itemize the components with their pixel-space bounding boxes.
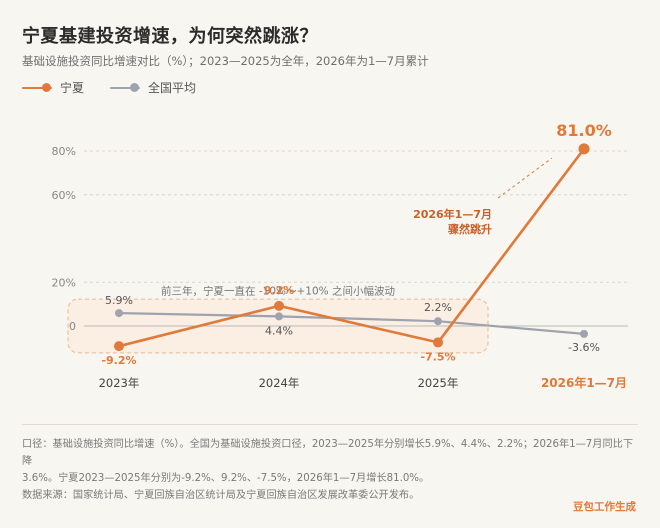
- legend-item-national: 全国平均: [110, 79, 196, 96]
- footnote-line-2: 3.6%。宁夏2023—2025年分别为-9.2%、9.2%、-7.5%，202…: [22, 473, 430, 484]
- point-ningxia: [578, 143, 590, 155]
- footnote: 口径：基础设施投资同比增速（%）。全国为基础设施投资口径，2023—2025年分…: [22, 436, 642, 504]
- point-national: [275, 312, 283, 321]
- data-label-national: -3.6%: [568, 341, 600, 354]
- x-tick-label: 2026年1—7月: [541, 375, 627, 390]
- line-chart: 0 20% 60% 80% 前三年，宁夏一直在 -10%～+10% 之间小幅波动 2023…: [52, 121, 628, 390]
- series-line-ningxia: [118, 148, 586, 348]
- x-tick-label: 2024年: [259, 376, 300, 390]
- y-tick-label: 80%: [52, 145, 76, 158]
- brand-label: 豆包工作生成: [573, 501, 636, 513]
- band-annotation: 前三年，宁夏一直在 -10%～+10% 之间小幅波动: [161, 284, 395, 297]
- series-line-national: [118, 311, 585, 335]
- callout-line-1: 2026年1—7月: [413, 207, 492, 221]
- x-tick-label: 2025年: [418, 376, 459, 390]
- callout-line-2: 骤然跳升: [448, 222, 492, 236]
- point-ningxia: [114, 341, 124, 352]
- legend-swatch-ningxia: [22, 82, 52, 93]
- data-label-ningxia: -7.5%: [420, 350, 455, 363]
- point-ningxia: [274, 300, 284, 311]
- footnote-source: 数据来源：国家统计局、宁夏回族自治区统计局及宁夏回族自治区发展改革委公开发布。: [22, 490, 420, 501]
- data-label-national: 4.4%: [265, 324, 293, 337]
- footnote-line-1: 口径：基础设施投资同比增速（%）。全国为基础设施投资口径，2023—2025年分…: [22, 439, 634, 467]
- point-national: [580, 329, 588, 338]
- y-tick-label: 0: [69, 320, 76, 333]
- x-tick-label: 2023年: [99, 376, 140, 390]
- y-tick-label: 60%: [52, 189, 76, 202]
- legend: 宁夏 全国平均: [22, 79, 222, 96]
- legend-item-ningxia: 宁夏: [22, 79, 84, 96]
- legend-swatch-national: [110, 82, 141, 93]
- point-national: [115, 309, 123, 318]
- data-label-ningxia: 9.2%: [264, 284, 295, 297]
- callout-leader: [497, 157, 553, 199]
- data-label-national: 5.9%: [105, 294, 133, 307]
- chart-title: 宁夏基建投资增速，为何突然跳涨？: [22, 26, 318, 47]
- chart-subtitle: 基础设施投资同比增速对比（%）；2023—2025为全年，2026年为1—7月累…: [22, 54, 429, 68]
- legend-label-national: 全国平均: [148, 81, 197, 95]
- data-label-ningxia: -9.2%: [101, 354, 136, 367]
- legend-label-ningxia: 宁夏: [60, 81, 85, 95]
- y-tick-label: 20%: [52, 276, 76, 289]
- point-national: [434, 317, 442, 326]
- divider: [22, 424, 638, 425]
- data-label-national: 2.2%: [424, 301, 452, 314]
- data-label-ningxia-peak: 81.0%: [556, 121, 612, 140]
- point-ningxia: [433, 337, 443, 348]
